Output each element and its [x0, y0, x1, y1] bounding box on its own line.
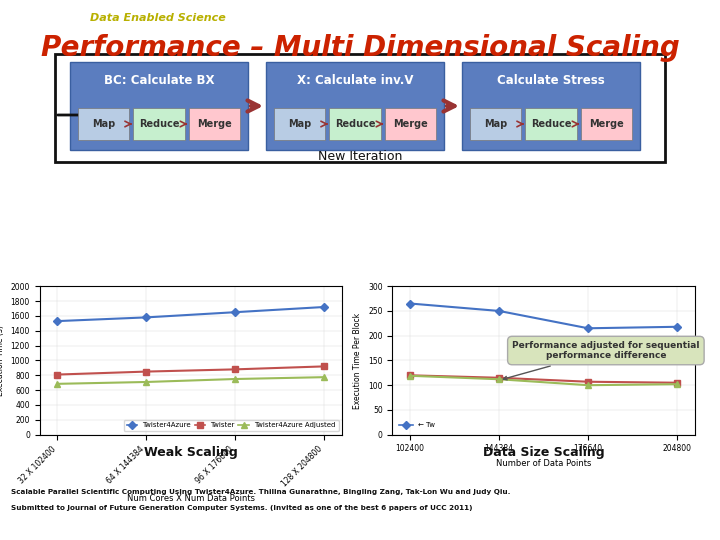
- Text: Merge: Merge: [589, 119, 624, 129]
- Y-axis label: Execution Time (s): Execution Time (s): [0, 325, 5, 396]
- Text: New Iteration: New Iteration: [318, 151, 402, 164]
- Text: BC: Calculate BX: BC: Calculate BX: [104, 73, 215, 86]
- Y-axis label: Execution Time Per Block: Execution Time Per Block: [354, 312, 362, 409]
- Text: Performance – Multi Dimensional Scaling: Performance – Multi Dimensional Scaling: [40, 34, 680, 62]
- Text: Merge: Merge: [393, 119, 428, 129]
- FancyBboxPatch shape: [580, 108, 632, 140]
- FancyBboxPatch shape: [266, 62, 444, 150]
- Text: Merge: Merge: [197, 119, 232, 129]
- FancyBboxPatch shape: [462, 62, 640, 150]
- FancyBboxPatch shape: [189, 108, 240, 140]
- FancyBboxPatch shape: [78, 108, 130, 140]
- Text: Reduce: Reduce: [139, 119, 179, 129]
- X-axis label: Num Cores X Num Data Points: Num Cores X Num Data Points: [127, 494, 255, 503]
- Text: Reduce: Reduce: [531, 119, 571, 129]
- Text: Data Enabled Science: Data Enabled Science: [90, 13, 226, 23]
- FancyBboxPatch shape: [55, 54, 665, 162]
- Text: X: Calculate inv.V: X: Calculate inv.V: [297, 73, 413, 86]
- Text: Calculate Stress: Calculate Stress: [497, 73, 605, 86]
- FancyBboxPatch shape: [329, 108, 381, 140]
- Text: Map: Map: [288, 119, 311, 129]
- X-axis label: Number of Data Points: Number of Data Points: [496, 459, 591, 468]
- Text: Map: Map: [484, 119, 508, 129]
- FancyBboxPatch shape: [470, 108, 521, 140]
- Text: Scalable Parallel Scientific Computing Using Twister4Azure. Thilina Gunarathne, : Scalable Parallel Scientific Computing U…: [11, 489, 510, 495]
- FancyBboxPatch shape: [384, 108, 436, 140]
- Text: Map: Map: [92, 119, 115, 129]
- Text: Data Size Scaling: Data Size Scaling: [483, 446, 604, 460]
- Text: Reduce: Reduce: [335, 119, 375, 129]
- FancyBboxPatch shape: [274, 108, 325, 140]
- FancyBboxPatch shape: [526, 108, 577, 140]
- Legend: Twister4Azure, Twister, Twister4Azure Adjusted: Twister4Azure, Twister, Twister4Azure Ad…: [124, 420, 338, 431]
- FancyBboxPatch shape: [70, 62, 248, 150]
- Text: Weak Scaling: Weak Scaling: [144, 446, 238, 460]
- Text: Submitted to Journal of Future Generation Computer Systems. (Invited as one of t: Submitted to Journal of Future Generatio…: [11, 505, 472, 511]
- FancyBboxPatch shape: [133, 108, 184, 140]
- Legend: ← Tw: ← Tw: [396, 420, 438, 431]
- Text: Performance adjusted for sequential
performance difference: Performance adjusted for sequential perf…: [503, 341, 700, 380]
